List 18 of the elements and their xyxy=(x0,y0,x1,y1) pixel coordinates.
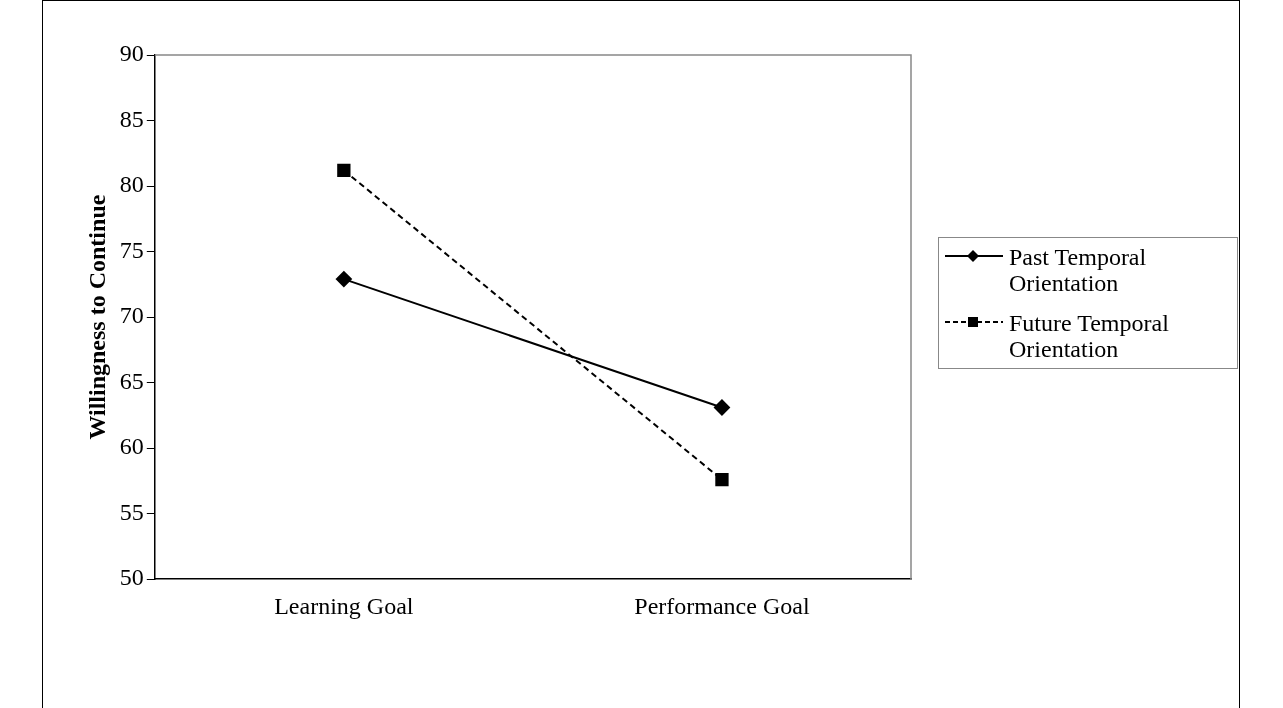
y-tick-label: 65 xyxy=(119,367,144,394)
point xyxy=(335,271,352,288)
y-tick-label: 85 xyxy=(119,105,144,132)
y-tick-label: 70 xyxy=(119,302,144,329)
point xyxy=(337,163,351,177)
point xyxy=(713,399,730,416)
y-tick-label: 50 xyxy=(119,564,144,591)
y-tick-label: 80 xyxy=(119,171,144,198)
y-tick-label: 55 xyxy=(119,498,144,525)
x-tick-label: Performance Goal xyxy=(634,592,810,619)
point xyxy=(715,472,729,487)
y-axis-title: Willingness to Continue xyxy=(83,194,110,440)
legend-label: Future Temporal Orientation xyxy=(1009,310,1170,363)
y-tick-label: 60 xyxy=(119,433,144,460)
y-tick-label: 75 xyxy=(119,236,144,263)
legend-label: Past Temporal Orientation xyxy=(1009,244,1148,297)
y-tick-label: 90 xyxy=(119,40,144,67)
x-tick-label: Learning Goal xyxy=(274,592,414,619)
